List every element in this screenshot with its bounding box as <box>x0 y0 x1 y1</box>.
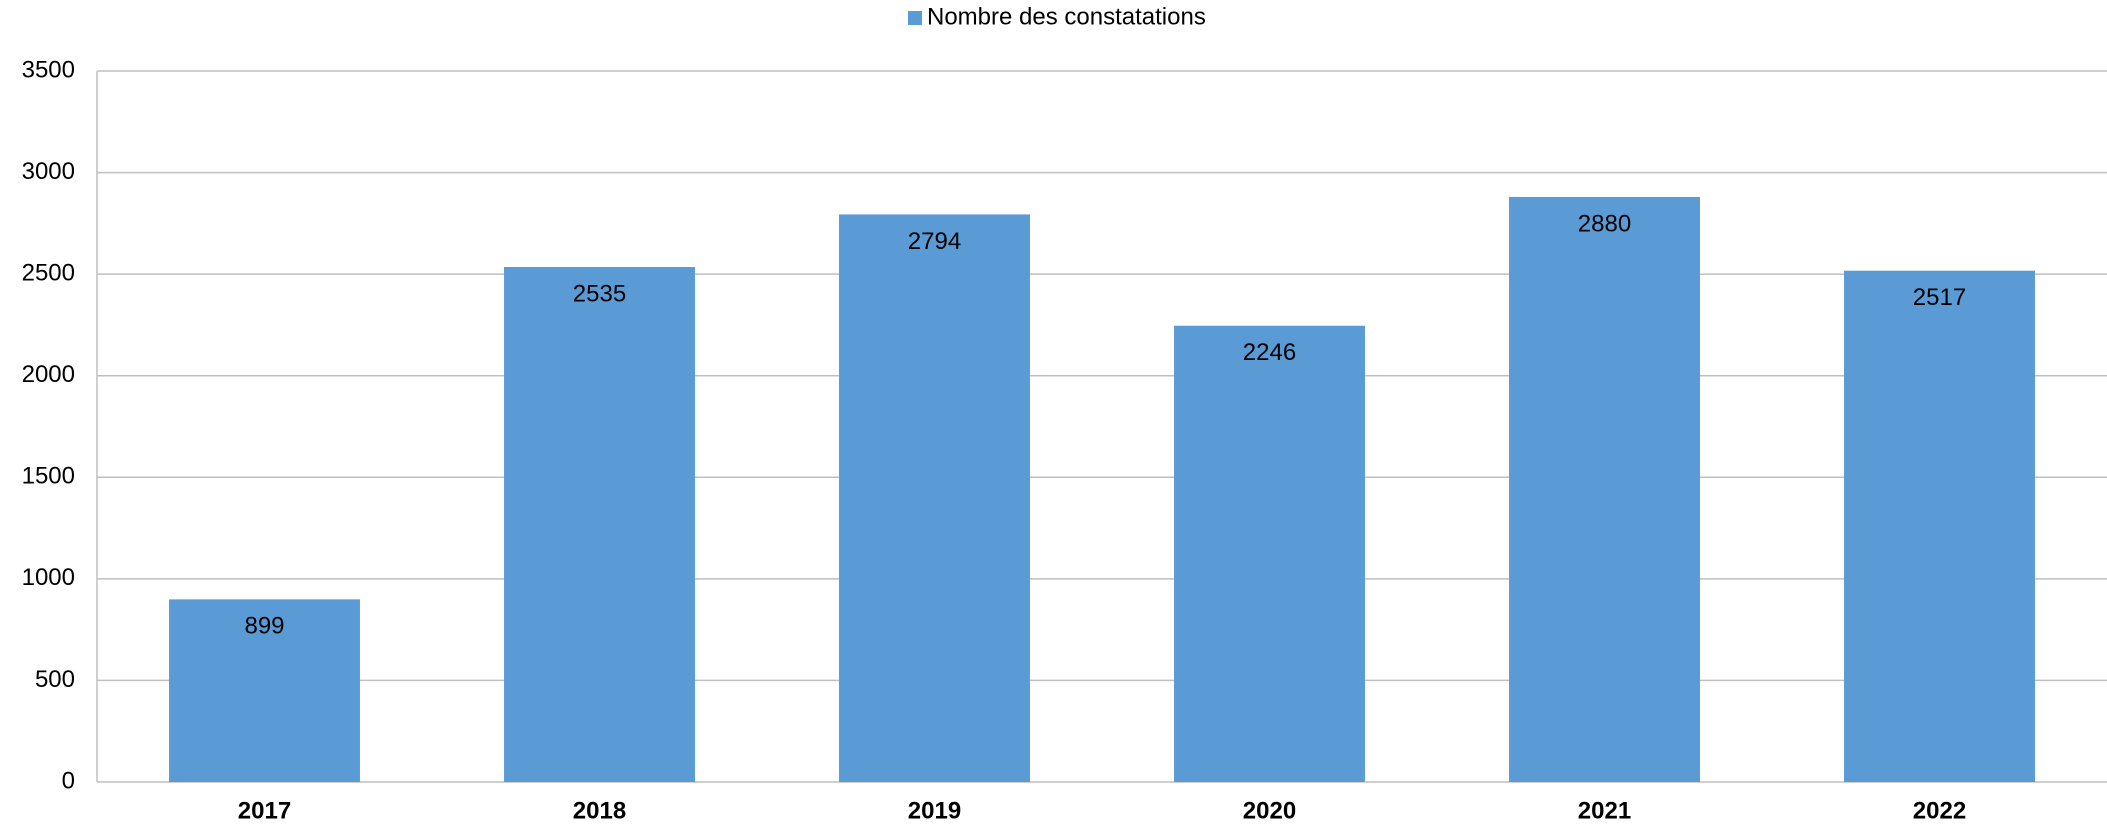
data-label: 2794 <box>908 228 961 255</box>
data-label: 2517 <box>1913 284 1966 311</box>
x-tick-label: 2017 <box>238 797 291 824</box>
y-tick-label: 3500 <box>22 56 75 83</box>
data-label: 2535 <box>573 280 626 307</box>
bar <box>1174 325 1365 782</box>
x-tick-label: 2018 <box>573 797 626 824</box>
y-tick-label: 1500 <box>22 463 75 490</box>
data-label: 2246 <box>1243 339 1296 366</box>
x-tick-label: 2021 <box>1578 797 1631 824</box>
y-tick-label: 2500 <box>22 259 75 286</box>
y-tick-label: 0 <box>62 767 75 794</box>
data-label: 2880 <box>1578 210 1631 237</box>
bar <box>1509 196 1700 782</box>
bar <box>1844 270 2035 782</box>
bar <box>839 214 1030 783</box>
x-tick-label: 2019 <box>908 797 961 824</box>
y-tick-label: 1000 <box>22 564 75 591</box>
x-tick-label: 2022 <box>1913 797 1966 824</box>
legend-swatch <box>908 11 922 25</box>
y-tick-label: 3000 <box>22 158 75 185</box>
data-label: 899 <box>244 613 284 640</box>
bar <box>504 267 695 783</box>
bar <box>169 599 360 782</box>
y-tick-label: 2000 <box>22 361 75 388</box>
x-tick-label: 2020 <box>1243 797 1296 824</box>
legend-label: Nombre des constatations <box>927 3 1206 30</box>
y-tick-label: 500 <box>35 666 75 693</box>
